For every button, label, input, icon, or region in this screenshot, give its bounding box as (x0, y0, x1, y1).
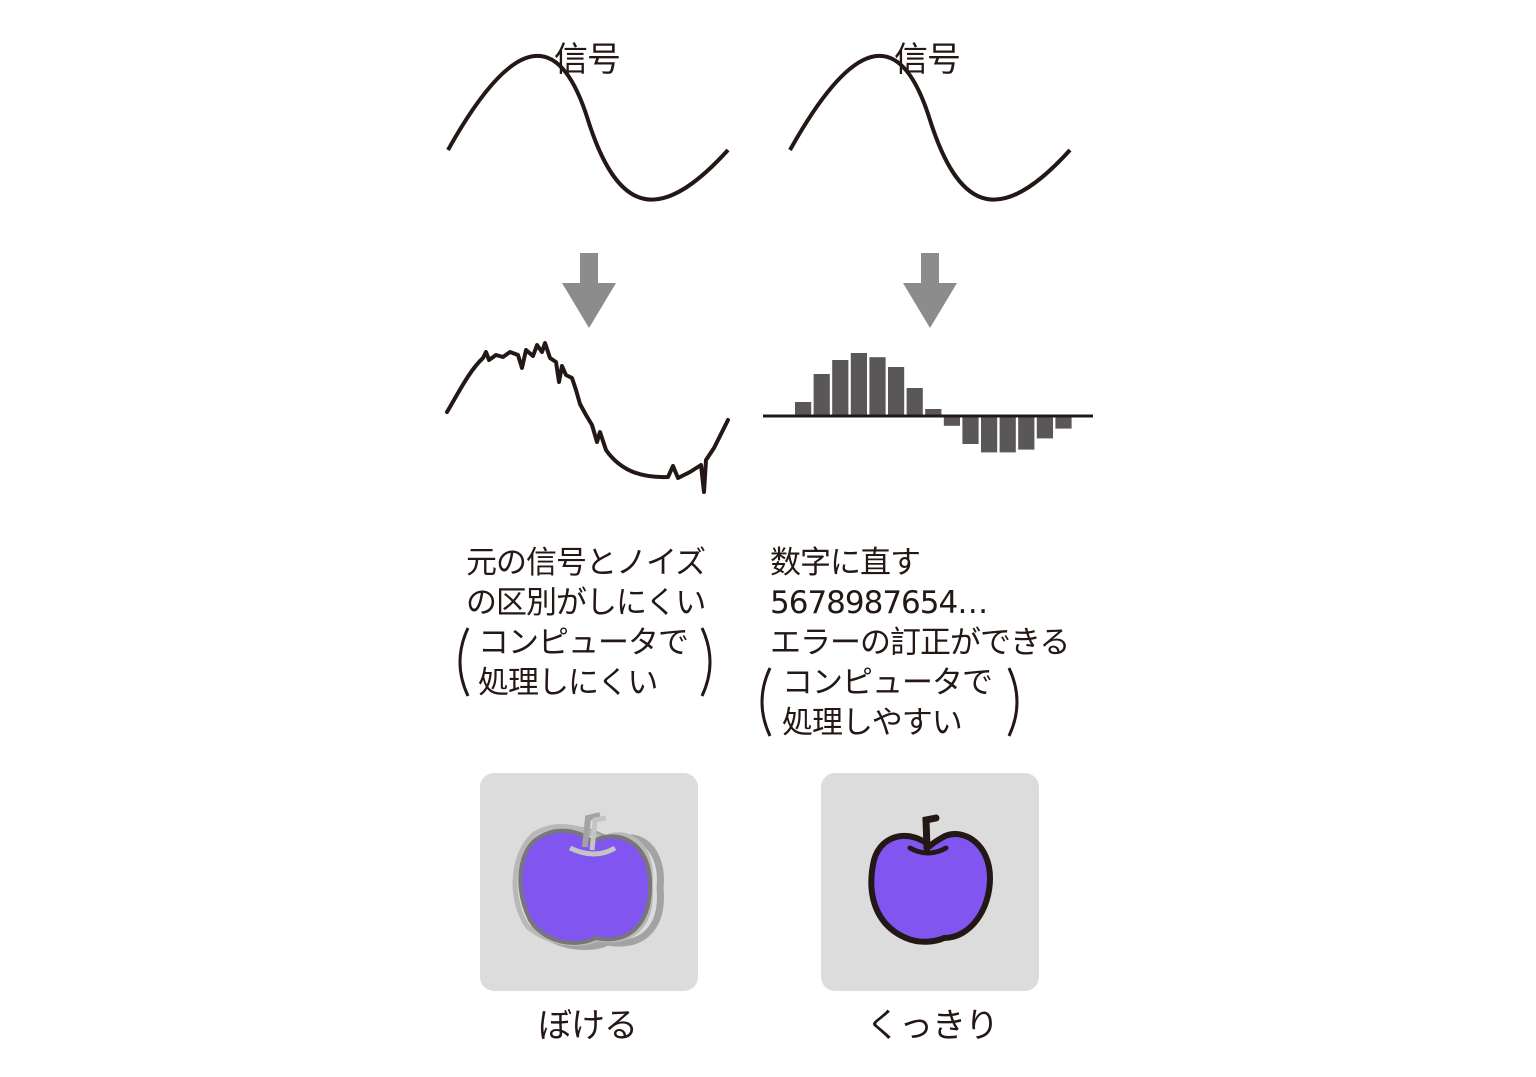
quantized-bar (981, 416, 998, 453)
right-open-paren (760, 667, 772, 737)
quantized-bar (962, 416, 979, 444)
left-desc-line-2: の区別がしにくい (466, 585, 706, 621)
quantized-bars (795, 353, 1072, 453)
right-signal-title: 信号 (894, 40, 961, 80)
quantized-bar (999, 416, 1016, 453)
right-desc-line-4: コンピュータで (782, 665, 993, 701)
right-sine-wave (788, 53, 1072, 202)
left-open-paren (458, 627, 470, 697)
sharp-apple-icon (868, 814, 993, 945)
quantized-bar (943, 416, 960, 426)
right-down-arrow-icon (903, 253, 957, 328)
quantized-bar (1036, 416, 1053, 439)
right-desc-line-3: エラーの訂正ができる (770, 625, 1070, 661)
left-desc-line-4: 処理しにくい (478, 665, 658, 701)
right-caption: くっきり (866, 1006, 999, 1046)
noisy-sine-wave (445, 341, 730, 494)
quantized-bar (795, 402, 812, 416)
quantized-bar (906, 388, 923, 416)
quantized-bar (888, 367, 905, 416)
quantized-bar (869, 357, 886, 416)
quantized-bar (1055, 416, 1072, 429)
right-close-paren (1007, 667, 1019, 737)
right-desc-line-1: 数字に直す (770, 545, 921, 581)
quantized-bar (832, 360, 849, 416)
left-desc-line-1: 元の信号とノイズ (466, 545, 706, 581)
left-signal-title: 信号 (554, 40, 621, 80)
left-desc-line-3: コンピュータで (478, 625, 689, 661)
quantized-bar (925, 409, 942, 416)
quantized-bar (850, 353, 867, 416)
left-sine-wave (446, 53, 730, 202)
right-desc-line-2: 5678987654… (770, 585, 988, 621)
quantized-bar (1018, 416, 1035, 450)
left-down-arrow-icon (562, 253, 616, 328)
left-caption: ぼける (538, 1006, 638, 1046)
quantized-bar (813, 374, 830, 416)
right-desc-line-5: 処理しやすい (782, 705, 963, 741)
blurred-apple-icon (512, 812, 664, 950)
left-close-paren (700, 627, 712, 697)
